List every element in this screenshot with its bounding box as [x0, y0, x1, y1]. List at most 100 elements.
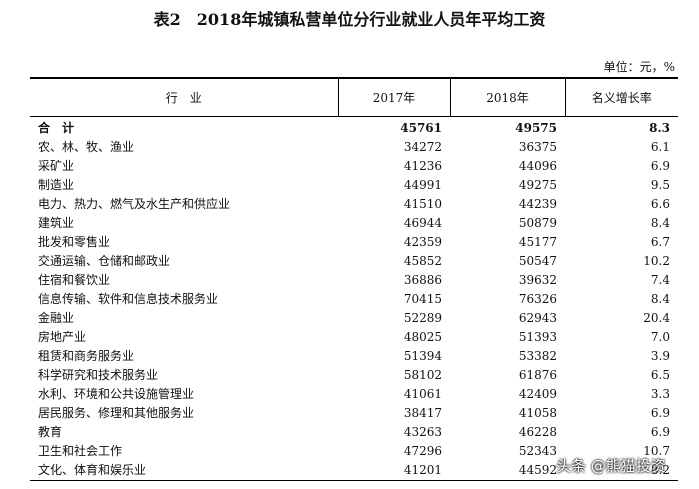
column-header: 名义增长率	[564, 78, 678, 116]
value-cell: 45177	[518, 234, 557, 249]
value-cell: 41058	[518, 405, 557, 420]
value-cell: 10.7	[643, 443, 670, 458]
industry-cell: 交通运输、仓储和邮政业	[38, 253, 171, 268]
industry-cell: 金融业	[38, 310, 75, 325]
industry-cell: 合 计	[38, 120, 75, 135]
value-cell: 61876	[518, 367, 557, 382]
industry-cell: 教育	[38, 424, 63, 439]
value-cell: 48025	[403, 329, 442, 344]
industry-cell: 电力、热力、燃气及水生产和供应业	[38, 196, 231, 211]
value-cell: 6.9	[650, 424, 670, 439]
table-row: 合 计 45761 49575 8.3	[30, 116, 678, 138]
value-cell: 44239	[518, 196, 557, 211]
industry-cell: 批发和零售业	[38, 234, 111, 249]
value-cell: 6.1	[650, 139, 670, 154]
value-cell: 44096	[518, 158, 557, 173]
table-body: 合 计 45761 49575 8.3 农、林、牧、渔业 34272 36375 6.1 采矿业…	[30, 116, 678, 480]
value-cell: 3.3	[650, 386, 670, 401]
value-cell: 50547	[518, 253, 557, 268]
value-cell: 9.5	[650, 177, 670, 192]
industry-cell: 文化、体育和娱乐业	[38, 462, 147, 477]
value-cell: 44592	[518, 462, 557, 477]
column-header: 2017年	[337, 78, 450, 116]
industry-cell: 住宿和餐饮业	[38, 272, 111, 287]
table-row: 制造业 44991 49275 9.5	[30, 176, 678, 195]
table-row: 科学研究和技术服务业 58102 61876 6.5	[30, 366, 678, 385]
title: 表2 2018年城镇私营单位分行业就业人员年平均工资	[153, 10, 546, 29]
table-row: 采矿业 41236 44096 6.9	[30, 157, 678, 176]
table-row: 文化、体育和娱乐业 41201 44592 8.2	[30, 461, 678, 480]
value-cell: 36886	[403, 272, 442, 287]
header-row: 行 业 2017年 2018年 名义增长率	[30, 78, 678, 116]
value-cell: 6.6	[650, 196, 670, 211]
value-cell: 36375	[518, 139, 557, 154]
industry-cell: 房地产业	[38, 329, 87, 344]
value-cell: 76326	[518, 291, 557, 306]
column-header: 2018年	[449, 78, 565, 116]
value-cell: 42359	[403, 234, 442, 249]
table-row: 金融业 52289 62943 20.4	[30, 309, 678, 328]
table: 行 业 2017年 2018年 名义增长率 合 计 45761 49575 8.3 农、林、牧…	[30, 77, 678, 481]
value-cell: 45761	[400, 120, 442, 135]
value-cell: 42409	[518, 386, 557, 401]
value-cell: 8.4	[650, 215, 670, 230]
table-row: 农、林、牧、渔业 34272 36375 6.1	[30, 138, 678, 157]
table-row: 居民服务、修理和其他服务业 38417 41058 6.9	[30, 404, 678, 423]
table-row: 交通运输、仓储和邮政业 45852 50547 10.2	[30, 252, 678, 271]
value-cell: 41201	[403, 462, 442, 477]
industry-cell: 居民服务、修理和其他服务业	[38, 405, 195, 420]
industry-cell: 水利、环境和公共设施管理业	[38, 386, 195, 401]
value-cell: 7.0	[650, 329, 670, 344]
value-cell: 6.9	[650, 158, 670, 173]
table-row: 房地产业 48025 51393 7.0	[30, 328, 678, 347]
unit: 单位：元，%	[603, 60, 675, 74]
industry-cell: 采矿业	[38, 158, 75, 173]
industry-cell: 建筑业	[38, 215, 75, 230]
table-row: 住宿和餐饮业 36886 39632 7.4	[30, 271, 678, 290]
value-cell: 39632	[518, 272, 557, 287]
value-cell: 41061	[403, 386, 442, 401]
industry-cell: 卫生和社会工作	[38, 443, 123, 458]
table-row: 水利、环境和公共设施管理业 41061 42409 3.3	[30, 385, 678, 404]
table-row: 批发和零售业 42359 45177 6.7	[30, 233, 678, 252]
value-cell: 34272	[403, 139, 442, 154]
watermark: 头条 @熊猫投资	[556, 457, 666, 475]
industry-cell: 信息传输、软件和信息技术服务业	[38, 291, 219, 306]
value-cell: 50879	[518, 215, 557, 230]
value-cell: 52289	[403, 310, 442, 325]
value-cell: 58102	[403, 367, 442, 382]
industry-cell: 制造业	[38, 177, 75, 192]
table-row: 信息传输、软件和信息技术服务业 70415 76326 8.4	[30, 290, 678, 309]
value-cell: 3.9	[650, 348, 670, 363]
value-cell: 20.4	[643, 310, 670, 325]
value-cell: 6.9	[650, 405, 670, 420]
value-cell: 8.3	[649, 120, 670, 135]
value-cell: 46228	[518, 424, 557, 439]
value-cell: 43263	[403, 424, 442, 439]
value-cell: 44991	[403, 177, 442, 192]
value-cell: 41510	[403, 196, 442, 211]
value-cell: 45852	[403, 253, 442, 268]
industry-cell: 租赁和商务服务业	[38, 348, 135, 363]
value-cell: 51394	[403, 348, 442, 363]
value-cell: 41236	[403, 158, 442, 173]
industry-cell: 农、林、牧、渔业	[38, 139, 135, 154]
value-cell: 62943	[518, 310, 557, 325]
value-cell: 70415	[403, 291, 442, 306]
value-cell: 53382	[518, 348, 557, 363]
column-header: 行 业	[165, 90, 202, 105]
value-cell: 38417	[403, 405, 442, 420]
value-cell: 8.2	[650, 462, 670, 477]
value-cell: 8.4	[650, 291, 670, 306]
industry-cell: 科学研究和技术服务业	[38, 367, 159, 382]
value-cell: 47296	[403, 443, 442, 458]
table-row: 租赁和商务服务业 51394 53382 3.9	[30, 347, 678, 366]
value-cell: 49275	[518, 177, 557, 192]
table-row: 教育 43263 46228 6.9	[30, 423, 678, 442]
table-row: 电力、热力、燃气及水生产和供应业 41510 44239 6.6	[30, 195, 678, 214]
value-cell: 46944	[403, 215, 442, 230]
value-cell: 52343	[518, 443, 557, 458]
value-cell: 7.4	[650, 272, 670, 287]
value-cell: 6.5	[650, 367, 670, 382]
